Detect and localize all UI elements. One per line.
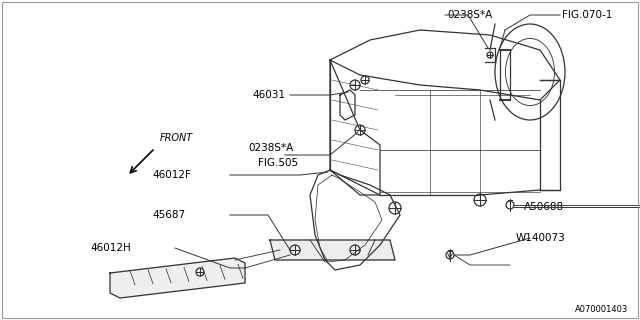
Text: 45687: 45687 (152, 210, 185, 220)
Text: FIG.070-1: FIG.070-1 (562, 10, 612, 20)
Polygon shape (110, 258, 245, 298)
Text: 0238S*A: 0238S*A (248, 143, 293, 153)
Text: 46031: 46031 (252, 90, 285, 100)
Text: FIG.505: FIG.505 (258, 158, 298, 168)
Text: A070001403: A070001403 (575, 305, 628, 314)
Text: FRONT: FRONT (160, 133, 193, 143)
Text: 46012F: 46012F (152, 170, 191, 180)
Text: 0238S*A: 0238S*A (447, 10, 492, 20)
Text: 46012H: 46012H (90, 243, 131, 253)
Text: A50688: A50688 (524, 202, 564, 212)
Text: W140073: W140073 (516, 233, 566, 243)
Polygon shape (270, 240, 395, 260)
